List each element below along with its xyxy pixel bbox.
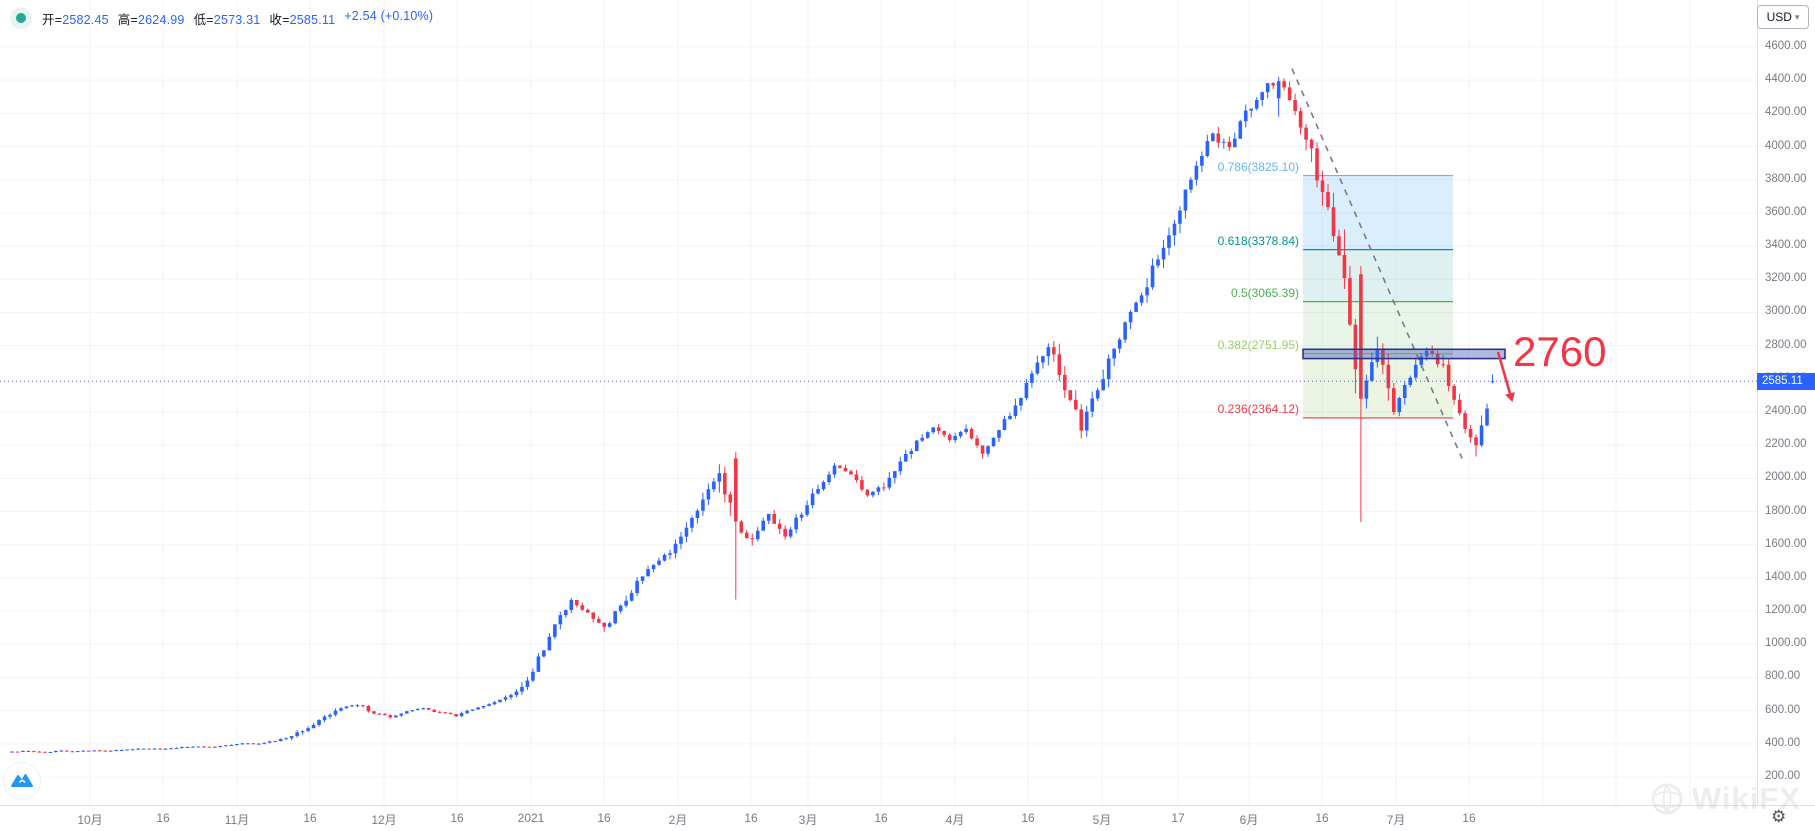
time-axis-label: 2月	[668, 813, 688, 827]
price-level-box[interactable]	[1302, 348, 1506, 360]
time-axis-label: 16	[156, 811, 170, 825]
time-axis-label: 16	[874, 811, 888, 825]
time-axis-label: 16	[744, 811, 758, 825]
ohlc-values: 开=2582.45 高=2624.99 低=2573.31 收=2585.11 …	[42, 9, 433, 28]
price-axis-label: 3200.00	[1765, 272, 1807, 285]
time-axis-label: 6月	[1239, 813, 1259, 827]
time-axis-label: 2021	[517, 811, 545, 825]
time-axis-label: 10月	[77, 813, 103, 827]
mountain-logo-icon	[11, 774, 33, 787]
price-axis-label: 1200.00	[1765, 604, 1807, 617]
time-axis-label: 3月	[798, 813, 818, 827]
grid-layer	[0, 0, 1757, 805]
price-axis-label: 2000.00	[1765, 471, 1807, 484]
candles-layer	[10, 76, 1495, 753]
price-axis-label: 3600.00	[1765, 205, 1807, 218]
price-level-annotation: 2760	[1513, 327, 1607, 375]
currency-selector[interactable]: USD ▾	[1757, 5, 1809, 29]
down-arrow	[1496, 351, 1512, 394]
price-axis-label: 1000.00	[1765, 637, 1807, 650]
price-axis-label: 3400.00	[1765, 239, 1807, 252]
currency-label: USD	[1766, 10, 1792, 24]
time-axis-label: 16	[1021, 811, 1035, 825]
time-axis-label: 17	[1171, 811, 1185, 825]
fib-level-label: 0.786(3825.10)	[1217, 159, 1299, 174]
time-axis-label: 4月	[945, 813, 965, 827]
change-value: +2.54 (+0.10%)	[344, 8, 434, 23]
fib-level-label: 0.382(2751.95)	[1217, 337, 1299, 352]
time-axis-label: 5月	[1092, 813, 1112, 827]
series-dot-icon	[16, 13, 26, 23]
series-status-icon[interactable]	[10, 7, 32, 29]
price-axis-label: 2800.00	[1765, 338, 1807, 351]
fib-level-label: 0.236(2364.12)	[1217, 401, 1299, 416]
ohlc-legend: 开=2582.45 高=2624.99 低=2573.31 收=2585.11 …	[10, 7, 433, 29]
price-axis-label: 1400.00	[1765, 570, 1807, 583]
time-axis-label: 7月	[1386, 813, 1406, 827]
fib-level-label: 0.618(3378.84)	[1217, 233, 1299, 248]
chart-platform-logo[interactable]	[4, 763, 40, 799]
time-axis-label: 16	[303, 811, 317, 825]
settings-gear-icon[interactable]: ⚙	[1771, 807, 1787, 826]
time-axis-label: 16	[1462, 811, 1476, 825]
price-axis-label: 800.00	[1765, 670, 1801, 683]
price-axis-label: 1600.00	[1765, 537, 1807, 550]
close-value: 收=2585.11	[269, 12, 336, 27]
price-axis-label: 600.00	[1765, 703, 1801, 716]
globe-icon	[1651, 783, 1683, 815]
price-axis-label: 4200.00	[1765, 106, 1807, 119]
price-axis-label: 4000.00	[1765, 139, 1807, 152]
watermark-text: WikiFX	[1691, 781, 1801, 816]
price-axis-label: 3000.00	[1765, 305, 1807, 318]
price-axis-label: 2200.00	[1765, 438, 1807, 451]
time-axis-label: 11月	[224, 813, 250, 827]
price-axis-label: 2400.00	[1765, 405, 1807, 417]
high-value: 高=2624.99	[117, 12, 185, 27]
time-axis-border	[0, 805, 1815, 806]
low-value: 低=2573.31	[193, 12, 261, 27]
price-axis-label: 3800.00	[1765, 172, 1807, 185]
current-price-badge: 2585.11	[1757, 372, 1815, 390]
open-value: 开=2582.45	[42, 12, 109, 27]
time-axis-label: 16	[450, 811, 464, 825]
price-axis-label: 400.00	[1765, 736, 1801, 749]
time-axis-label: 16	[1315, 811, 1329, 825]
watermark: WikiFX	[1650, 781, 1801, 817]
price-axis-label: 1800.00	[1765, 504, 1807, 517]
price-axis-label: 200.00	[1765, 770, 1801, 782]
price-axis-label: 4400.00	[1765, 73, 1807, 86]
arrowhead-icon	[1505, 392, 1515, 403]
fib-retracement-layer	[1303, 174, 1453, 419]
price-axis-label: 4600.00	[1765, 40, 1807, 52]
time-axis-label: 16	[597, 811, 611, 825]
time-axis-label: 12月	[371, 813, 397, 827]
chevron-down-icon: ▾	[1794, 11, 1800, 22]
price-axis-border	[1757, 0, 1758, 805]
fib-level-label: 0.5(3065.39)	[1230, 285, 1299, 300]
